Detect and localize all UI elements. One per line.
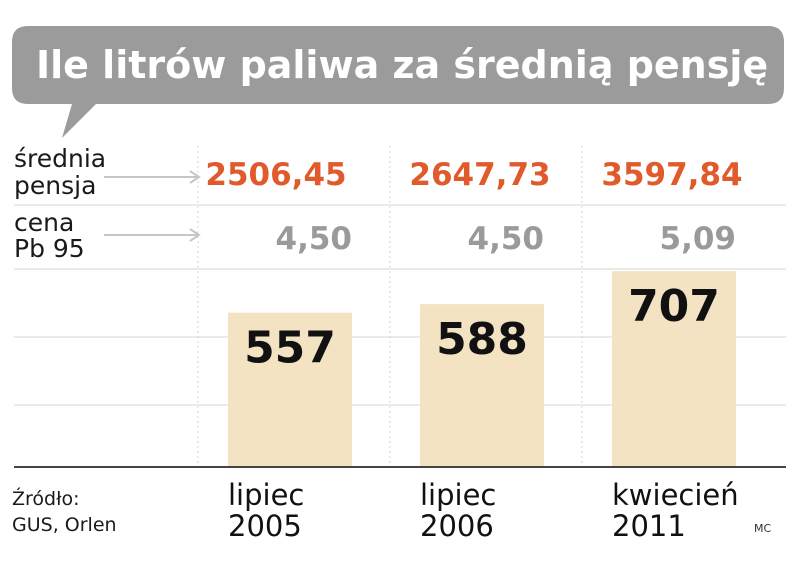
arrow-wage [104,170,201,184]
author-credit: MC [754,522,771,535]
wage-values: 2506,45 2647,73 3597,84 [205,157,742,193]
bar-0 [228,312,352,467]
category-label-2: kwiecień 2011 [612,478,739,543]
chart-title: Ile litrów paliwa za średnią pensję [36,43,768,87]
bar-labels: 557 588 707 [244,281,720,374]
bar-2 [612,271,736,467]
bar-value-label-2: 707 [628,281,720,332]
price-value-2: 5,09 [660,221,737,257]
category-label-1: lipiec 2006 [420,478,496,543]
wage-value-0: 2506,45 [205,157,346,193]
title-bubble [12,26,784,138]
row-label-price: cena Pb 95 [14,208,85,263]
bar-value-label-0: 557 [244,323,336,374]
wage-value-1: 2647,73 [409,157,550,193]
price-values: 4,50 4,50 5,09 [276,221,737,257]
row-label-wage: średnia pensja [14,144,114,200]
arrow-price [104,228,201,242]
source-note: Źródło: GUS, Orlen [12,487,117,536]
bars [228,271,736,467]
price-value-0: 4,50 [276,221,353,257]
price-value-1: 4,50 [468,221,545,257]
bar-1 [420,304,544,467]
bar-value-label-1: 588 [436,314,528,365]
wage-value-2: 3597,84 [601,157,742,193]
category-label-0: lipiec 2005 [228,478,304,543]
category-labels: lipiec 2005 lipiec 2006 kwiecień 2011 [228,478,739,543]
